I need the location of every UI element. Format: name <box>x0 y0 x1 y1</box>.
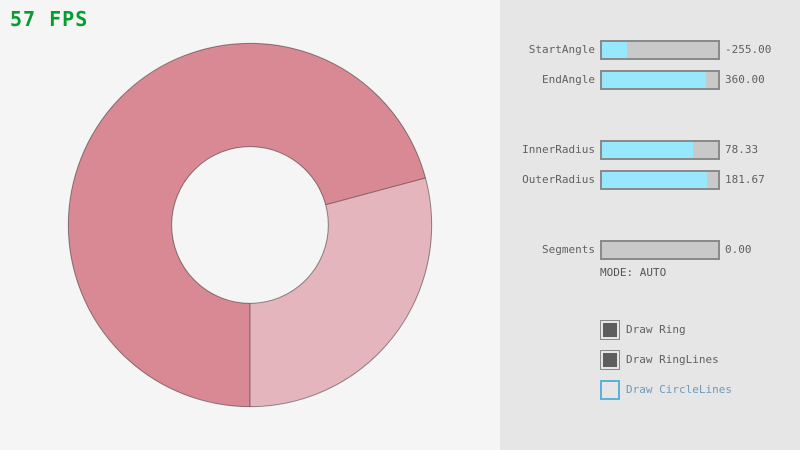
checkbox-label: Draw RingLines <box>626 353 719 366</box>
ring-radial-line <box>325 177 426 206</box>
slider-fill <box>602 142 693 158</box>
slider-label-outerradius: OuterRadius <box>522 173 595 186</box>
slider-row-outerradius: OuterRadius 181.67 <box>500 170 800 190</box>
checkbox-box[interactable] <box>600 380 620 400</box>
slider-value-outerradius: 181.67 <box>725 173 765 186</box>
fps-counter: 57 FPS <box>10 7 89 31</box>
checkbox-draw-ring[interactable]: Draw Ring <box>600 320 686 340</box>
slider-bar-startangle[interactable] <box>600 40 720 60</box>
checkbox-box[interactable] <box>600 350 620 370</box>
ring-outer-line <box>67 42 433 408</box>
slider-value-startangle: -255.00 <box>725 43 772 56</box>
slider-label-segments: Segments <box>542 243 595 256</box>
slider-bar-outerradius[interactable] <box>600 170 720 190</box>
slider-label-innerradius: InnerRadius <box>522 143 595 156</box>
slider-bar-segments[interactable] <box>600 240 720 260</box>
slider-row-endangle: EndAngle 360.00 <box>500 70 800 90</box>
mode-label: MODE: AUTO <box>600 266 667 279</box>
slider-row-innerradius: InnerRadius 78.33 <box>500 140 800 160</box>
slider-value-segments: 0.00 <box>725 243 752 256</box>
checkbox-box[interactable] <box>600 320 620 340</box>
checkbox-label: Draw Ring <box>626 323 686 336</box>
slider-label-startangle: StartAngle <box>528 43 595 56</box>
checkbox-label: Draw CircleLines <box>626 383 732 396</box>
slider-fill <box>602 42 628 58</box>
slider-bar-endangle[interactable] <box>600 70 720 90</box>
ring-inner-line <box>171 146 329 304</box>
slider-bar-innerradius[interactable] <box>600 140 720 160</box>
ring-slice-single-pass-region <box>250 177 432 407</box>
checkbox-draw-circlelines[interactable]: Draw CircleLines <box>600 380 732 400</box>
slider-label-endangle: EndAngle <box>542 73 595 86</box>
slider-fill <box>602 72 707 88</box>
ring-slice-double-pass-region <box>68 43 426 407</box>
slider-value-endangle: 360.00 <box>725 73 765 86</box>
slider-row-segments: Segments 0.00 <box>500 240 800 260</box>
slider-row-startangle: StartAngle -255.00 <box>500 40 800 60</box>
control-panel: StartAngle -255.00 EndAngle 360.00 Inner… <box>500 0 800 450</box>
slider-fill <box>602 172 708 188</box>
checkbox-draw-ringlines[interactable]: Draw RingLines <box>600 350 719 370</box>
slider-value-innerradius: 78.33 <box>725 143 759 156</box>
